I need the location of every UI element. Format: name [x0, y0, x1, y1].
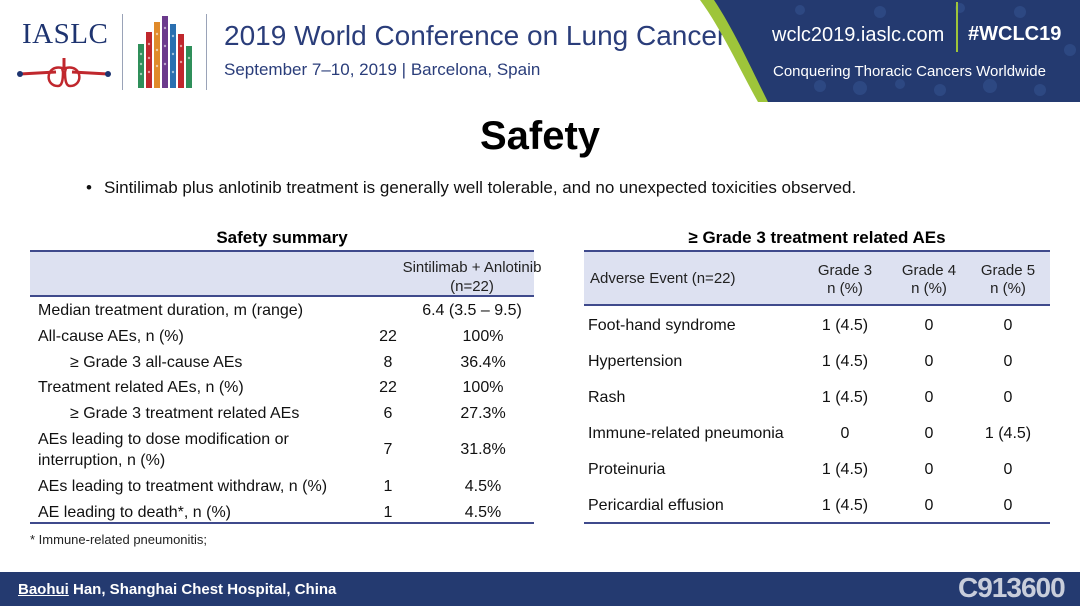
ae-event: Rash	[588, 389, 626, 406]
column-header-line: Grade 4	[901, 262, 957, 279]
row-label: Median treatment duration, m (range)	[38, 302, 304, 319]
conference-hashtag: #WCLC19	[968, 23, 1062, 45]
treatment-column-header: Sintilimab + Anlotinib (n=22)	[386, 258, 558, 296]
column-header-line: n (%)	[827, 280, 863, 297]
sagrada-familia-icon	[138, 16, 192, 88]
presenter-first-name: Baohui	[18, 581, 69, 598]
ae-grade3: 1 (4.5)	[821, 497, 869, 514]
table-footnote: * Immune-related pneumonitis;	[30, 532, 208, 547]
event-column-header: Adverse Event (n=22)	[590, 270, 736, 287]
ae-grade3: 0	[840, 425, 850, 442]
conference-title: 2019 World Conference on Lung Cancer	[224, 20, 727, 51]
bullet-text: Sintilimab plus anlotinib treatment is g…	[104, 178, 857, 197]
ae-grade5: 0	[1003, 461, 1013, 478]
row-count: 22	[379, 379, 397, 396]
row-percent: 31.8%	[460, 441, 506, 458]
row-label: ≥ Grade 3 all-cause AEs	[70, 354, 243, 371]
ae-grade4: 0	[924, 389, 934, 406]
table-rule	[30, 250, 534, 252]
table-rule	[584, 522, 1050, 524]
ae-event: Hypertension	[588, 353, 683, 370]
grade3-aes-header: Adverse Event (n=22) Grade 3 n (%) Grade…	[584, 252, 1050, 306]
bullet-icon: •	[86, 178, 92, 197]
grade5-column-header: Grade 5 n (%)	[973, 262, 1043, 298]
ae-event: Pericardial effusion	[588, 497, 724, 514]
grade3-aes-title: ≥ Grade 3 treatment related AEs	[688, 228, 946, 247]
row-label: All-cause AEs, n (%)	[38, 328, 184, 345]
row-count: 6	[383, 405, 393, 422]
ae-grade4: 0	[924, 317, 934, 334]
slide-title: Safety	[479, 114, 601, 158]
row-percent: 4.5%	[464, 504, 502, 521]
presenter-affiliation: Han, Shanghai Chest Hospital, China	[68, 581, 337, 598]
ae-grade5: 0	[1003, 353, 1013, 370]
ae-grade5: 0	[1003, 389, 1013, 406]
table-rule	[30, 522, 534, 524]
row-percent: 36.4%	[460, 354, 506, 371]
row-label: ≥ Grade 3 treatment related AEs	[70, 405, 300, 422]
conference-date: September 7–10, 2019 | Barcelona, Spain	[224, 60, 541, 79]
safety-summary-header: Sintilimab + Anlotinib (n=22)	[30, 252, 541, 297]
ae-grade3: 1 (4.5)	[821, 353, 869, 370]
grade4-column-header: Grade 4 n (%)	[894, 262, 964, 298]
ae-grade5: 0	[1003, 317, 1013, 334]
summary-bullet: • Sintilimab plus anlotinib treatment is …	[86, 178, 856, 198]
conference-slogan: Conquering Thoracic Cancers Worldwide	[773, 63, 1046, 80]
safety-summary-title: Safety summary	[216, 228, 348, 247]
ae-event: Foot-hand syndrome	[588, 317, 736, 334]
ae-grade4: 0	[924, 497, 934, 514]
presenter-credit: Baohui Han, Shanghai Chest Hospital, Chi…	[18, 581, 336, 598]
row-count: 1	[383, 478, 393, 495]
row-value: 6.4 (3.5 – 9.5)	[422, 302, 522, 319]
ae-grade4: 0	[924, 461, 934, 478]
ae-grade5: 1 (4.5)	[984, 425, 1032, 442]
row-percent: 100%	[462, 328, 504, 345]
table-rule	[584, 250, 1050, 252]
row-percent: 4.5%	[464, 478, 502, 495]
column-header-line: n (%)	[990, 280, 1026, 297]
ae-event: Immune-related pneumonia	[588, 425, 784, 442]
header-banner	[700, 0, 1080, 102]
grade3-column-header: Grade 3 n (%)	[810, 262, 880, 298]
column-header-line: (n=22)	[450, 278, 494, 295]
iaslc-wordmark: IASLC	[22, 18, 109, 50]
row-label: AE leading to death*, n (%)	[38, 504, 232, 521]
header-divider	[206, 14, 207, 90]
row-label: AEs leading to dose modification or	[38, 431, 289, 448]
row-count: 22	[379, 328, 397, 345]
ae-grade3: 1 (4.5)	[821, 389, 869, 406]
row-percent: 100%	[462, 379, 504, 396]
column-header-line: Sintilimab + Anlotinib	[402, 259, 542, 276]
row-count: 7	[383, 441, 393, 458]
ae-grade4: 0	[924, 425, 934, 442]
ae-grade4: 0	[924, 353, 934, 370]
row-label: Treatment related AEs, n (%)	[38, 379, 244, 396]
row-percent: 27.3%	[460, 405, 506, 422]
row-count: 1	[383, 504, 393, 521]
iaslc-logo: IASLC	[14, 14, 114, 90]
row-label: interruption, n (%)	[38, 452, 166, 469]
ae-grade3: 1 (4.5)	[821, 317, 869, 334]
ae-event: Proteinuria	[588, 461, 666, 478]
ae-grade3: 1 (4.5)	[821, 461, 869, 478]
banner-divider	[956, 2, 958, 52]
ae-grade5: 0	[1003, 497, 1013, 514]
presenter-footer: Baohui Han, Shanghai Chest Hospital, Chi…	[0, 572, 1080, 606]
header-divider	[122, 14, 123, 90]
column-header-line: Grade 3	[817, 262, 873, 279]
conference-header: IASLC 2019 Wo	[0, 0, 1080, 102]
row-count: 8	[383, 354, 393, 371]
column-header-line: Grade 5	[980, 262, 1036, 279]
conference-url: wclc2019.iaslc.com	[772, 24, 945, 46]
lungs-icon	[17, 58, 111, 88]
row-label: AEs leading to treatment withdraw, n (%)	[38, 478, 328, 495]
column-header-line: n (%)	[911, 280, 947, 297]
watermark-logo: C913600	[958, 572, 1066, 603]
